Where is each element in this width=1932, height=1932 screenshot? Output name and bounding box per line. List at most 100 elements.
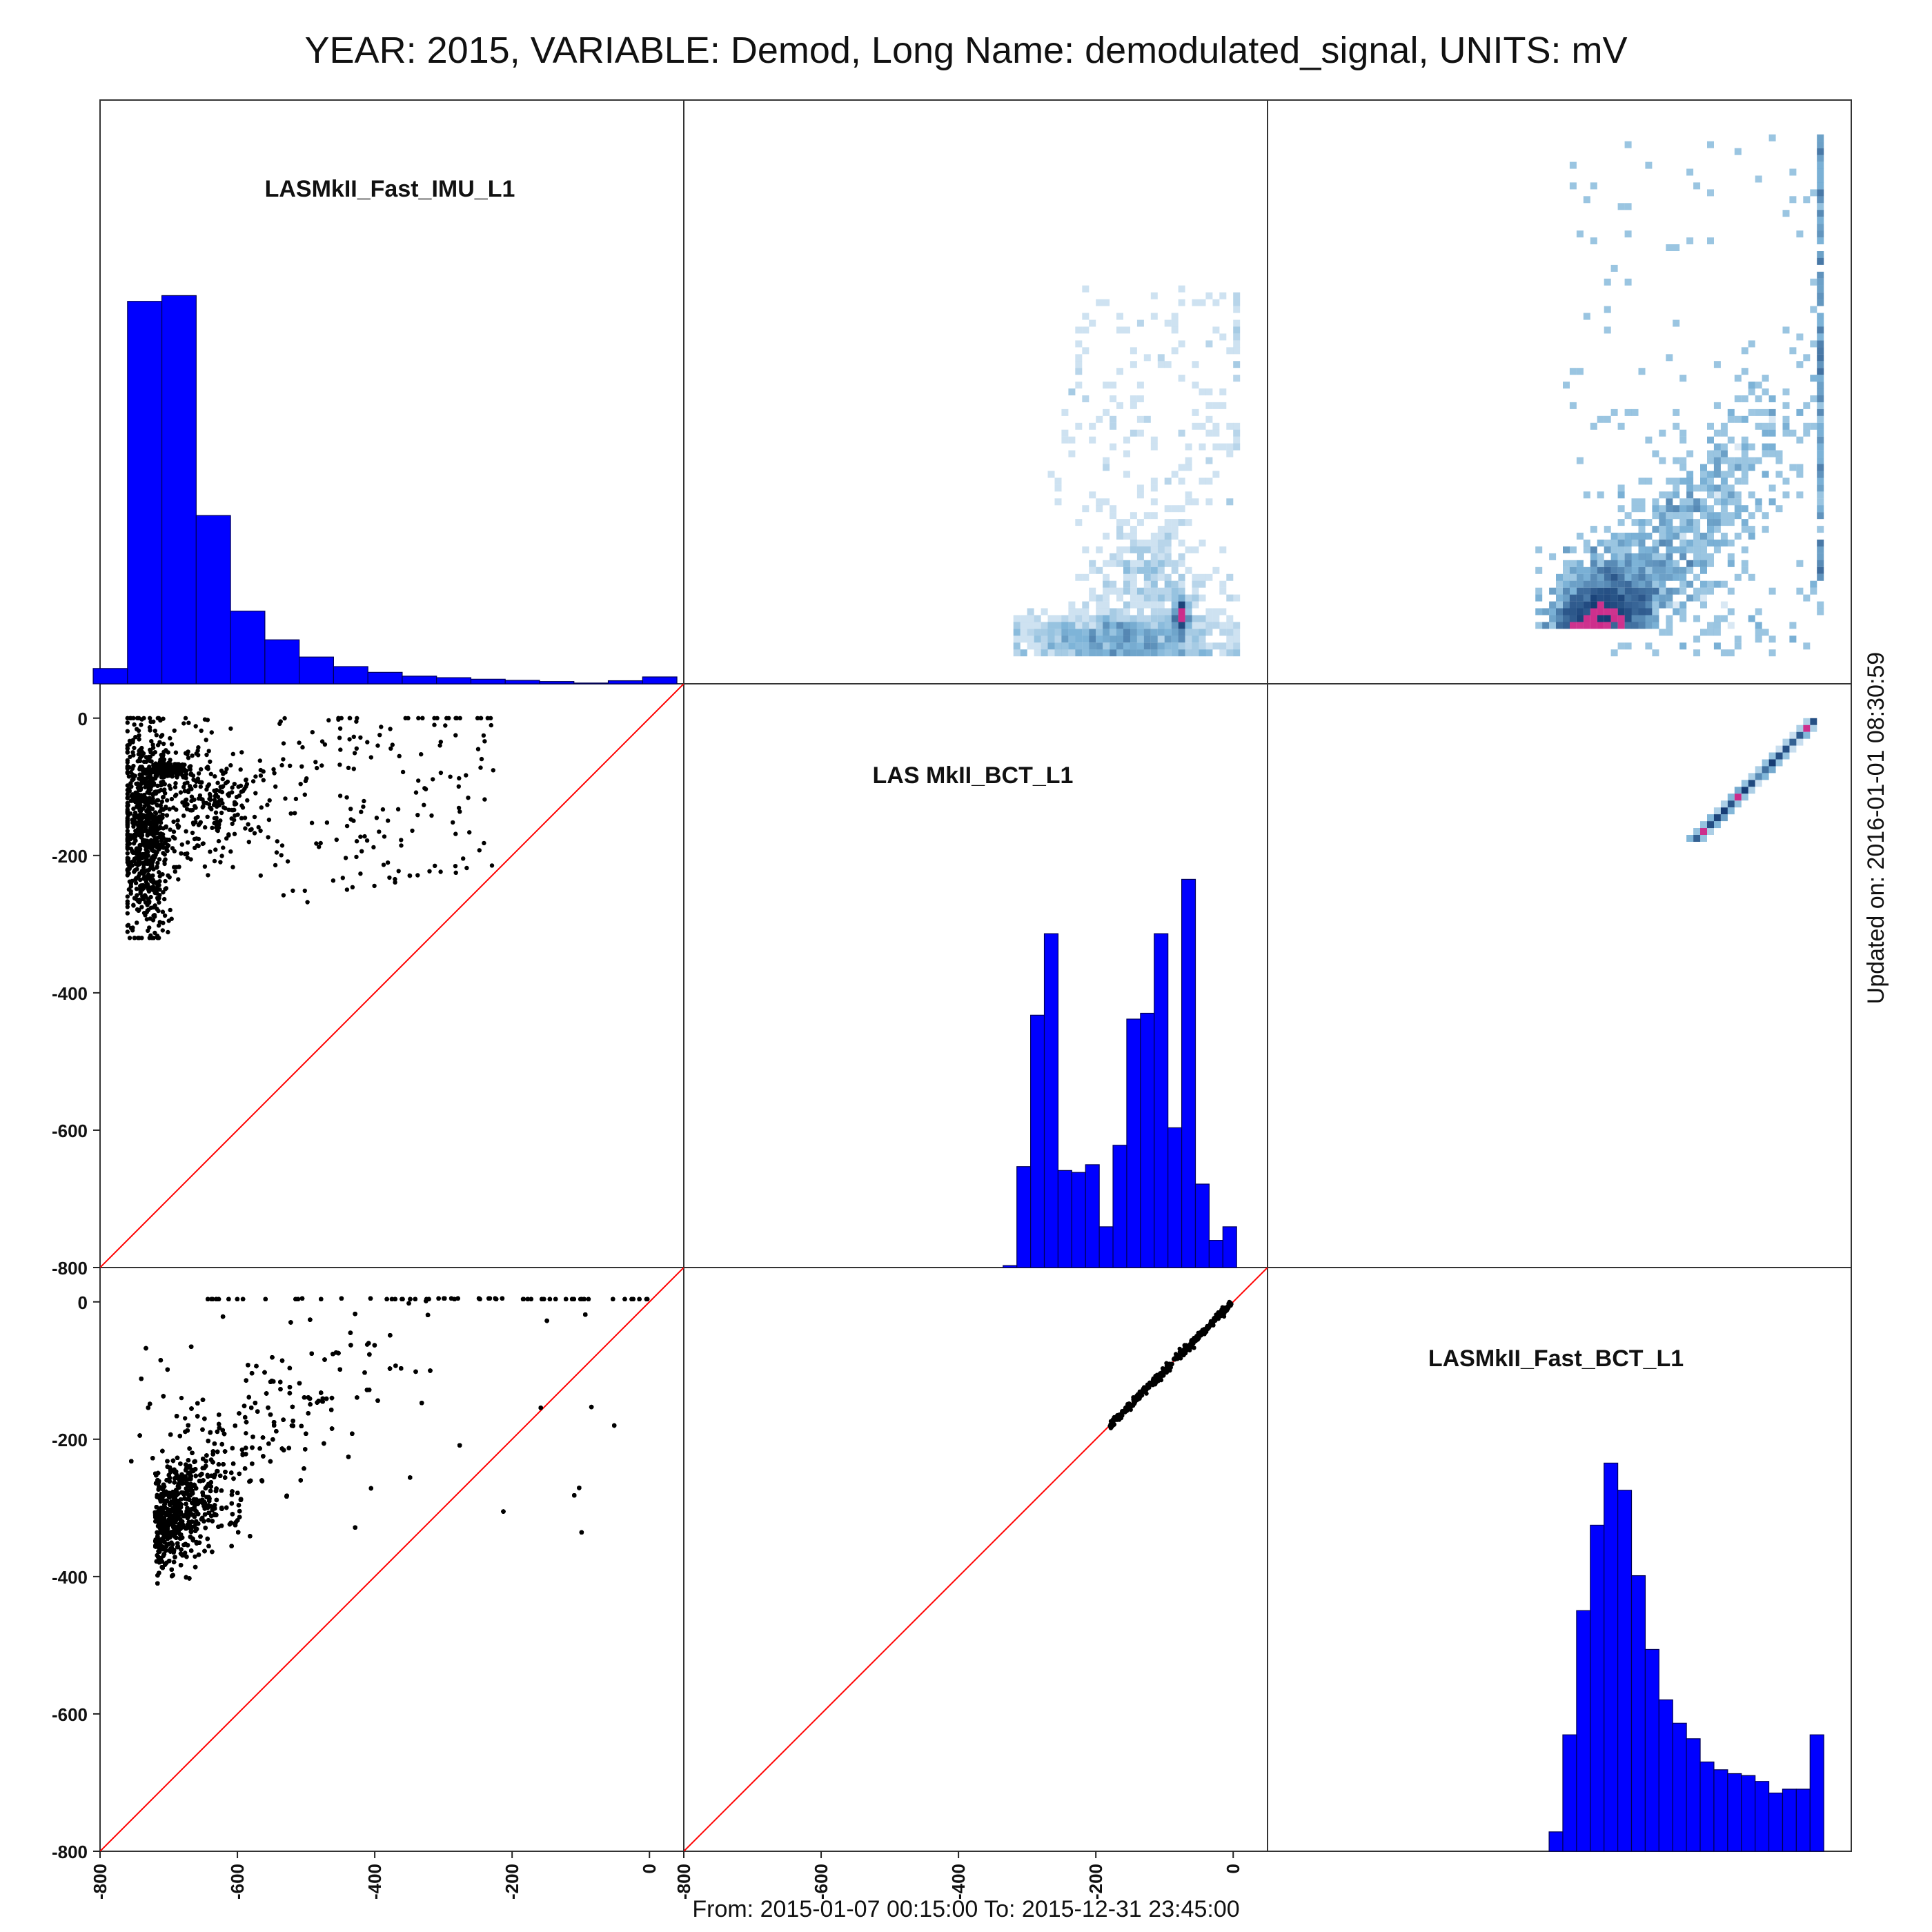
density-cell	[1817, 326, 1824, 334]
density-cell	[1082, 326, 1090, 334]
density-cell	[1110, 642, 1117, 650]
density-cell	[1136, 560, 1144, 567]
scatter-point	[205, 814, 210, 820]
density-cell	[1157, 540, 1165, 546]
density-cell	[1666, 601, 1673, 609]
density-cell	[1171, 642, 1179, 650]
density-cell	[1034, 635, 1041, 643]
density-cell	[1679, 601, 1687, 609]
scatter-point	[146, 928, 150, 934]
scatter-point	[206, 782, 212, 787]
density-cell	[1610, 608, 1618, 615]
density-cell	[1205, 615, 1213, 622]
density-cell	[1817, 402, 1824, 409]
density-cell	[1673, 512, 1680, 520]
scatter-point	[477, 848, 482, 853]
scatter-point	[453, 864, 458, 869]
density-cell	[1686, 505, 1694, 513]
scatter-point	[139, 722, 144, 727]
density-cell	[1707, 457, 1714, 464]
scatter-point	[171, 805, 176, 810]
density-cell	[1130, 594, 1137, 602]
scatter-point	[141, 799, 147, 805]
density-cell	[1068, 601, 1076, 609]
density-cell	[1569, 587, 1577, 595]
density-cell	[1556, 601, 1563, 609]
density-cell	[1604, 622, 1611, 629]
density-cell	[1130, 540, 1137, 546]
scatter-point	[125, 743, 130, 748]
scatter-point	[169, 742, 175, 747]
scatter-point	[309, 820, 315, 825]
scatter-point	[347, 716, 352, 721]
scatter-point	[125, 860, 130, 865]
histogram-bar	[1727, 1773, 1742, 1852]
density-cell	[1727, 807, 1735, 815]
density-cell	[1768, 422, 1776, 430]
density-cell	[1734, 793, 1742, 801]
density-cell	[1233, 299, 1241, 306]
density-cell	[1652, 649, 1659, 657]
density-cell	[1713, 471, 1721, 478]
scatter-point	[172, 869, 177, 874]
density-cell	[1755, 635, 1762, 643]
scatter-point	[148, 716, 152, 721]
density-cell	[1734, 573, 1742, 581]
scatter-point	[140, 806, 145, 811]
scatter-point	[344, 823, 350, 829]
density-cell	[1659, 587, 1666, 595]
density-cell	[1164, 642, 1172, 650]
density-cell	[1103, 629, 1110, 636]
density-cell	[1082, 285, 1090, 293]
scatter-point	[193, 1554, 197, 1559]
density-cell	[1707, 828, 1714, 835]
density-cell	[1041, 642, 1048, 650]
scatter-point	[423, 787, 428, 791]
density-cell	[1157, 533, 1165, 540]
scatter-point	[200, 805, 205, 810]
scatter-point	[387, 875, 392, 880]
density-cell	[1061, 436, 1069, 444]
density-cell	[1679, 615, 1687, 622]
density-cell	[1817, 471, 1824, 478]
density-cell	[1700, 498, 1707, 506]
density-cell	[1136, 429, 1144, 437]
scatter-point	[282, 716, 287, 721]
scatter-point	[145, 876, 150, 881]
scatter-point	[208, 771, 213, 777]
density-cell	[1659, 505, 1666, 513]
density-cell	[1082, 649, 1090, 657]
density-cell	[1659, 573, 1666, 581]
density-cell	[1041, 649, 1048, 657]
density-cell	[1782, 429, 1790, 437]
density-cell	[1659, 566, 1666, 574]
scatter-point	[288, 763, 293, 769]
density-cell	[1666, 553, 1673, 560]
density-cell	[1164, 622, 1172, 629]
scatter-point	[125, 729, 130, 733]
density-cell	[1817, 230, 1824, 238]
density-cell	[1666, 540, 1673, 546]
density-cell	[1116, 533, 1123, 540]
scatter-point	[149, 820, 154, 826]
scatter-point	[125, 831, 130, 837]
density-cell	[1597, 415, 1604, 423]
scatter-point	[352, 751, 357, 756]
scatter-point	[219, 854, 224, 858]
density-cell	[1130, 533, 1137, 540]
density-cell	[1645, 594, 1653, 602]
density-cell	[1817, 313, 1824, 320]
density-cell	[1110, 443, 1117, 451]
density-cell	[1817, 415, 1824, 423]
density-cell	[1136, 415, 1144, 423]
scatter-point	[161, 920, 166, 925]
density-cell	[1700, 601, 1707, 609]
scatter-point	[368, 755, 373, 760]
density-cell	[1103, 608, 1110, 615]
scatter-point	[350, 885, 355, 890]
scatter-point	[134, 887, 139, 891]
density-cell	[1171, 519, 1179, 526]
histogram-bar	[333, 666, 368, 684]
density-cell	[1178, 649, 1185, 657]
